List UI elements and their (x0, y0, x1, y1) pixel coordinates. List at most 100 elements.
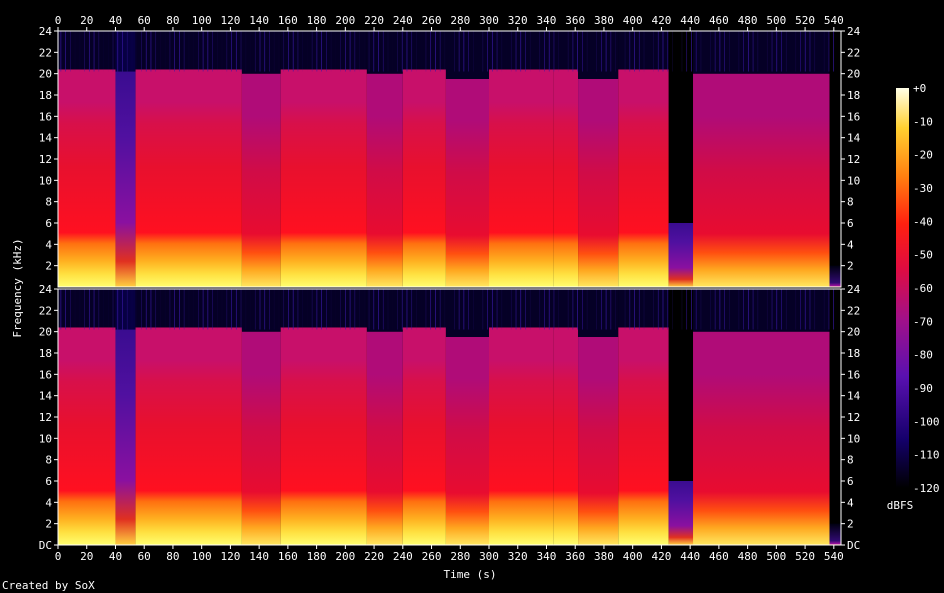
y-tick-label-left: 20 (39, 68, 52, 81)
y-tick-label-left: 20 (39, 326, 52, 339)
x-tick-label-top: 440 (680, 14, 700, 27)
segment-6-noise (366, 31, 403, 74)
segment-2-noise (115, 31, 136, 72)
x-tick-label-top: 120 (220, 14, 240, 27)
x-tick-label-bottom: 440 (680, 550, 700, 563)
colorbar-tick-label: -20 (913, 149, 933, 162)
channel-1-spectrogram (57, 30, 842, 288)
segment-3-noise (135, 289, 242, 328)
segment-10-noise (553, 289, 579, 328)
y-tick-label-left: 6 (45, 475, 52, 488)
segment-4-noise (241, 289, 281, 332)
x-tick-label-top: 540 (824, 14, 844, 27)
y-tick-label-right: 6 (847, 475, 854, 488)
x-tick-label-top: 160 (278, 14, 298, 27)
y-tick-label-right: 24 (847, 25, 861, 38)
colorbar-ticks: +0 -10 -20 -30 -40 -50 -60 -70 -80 -90 -100 -110 -12… (913, 82, 940, 495)
channel-2-spectrogram (57, 288, 842, 546)
segment-6 (366, 331, 403, 545)
x-tick-label-top: 460 (709, 14, 729, 27)
x-tick-label-bottom: 260 (422, 550, 442, 563)
x-tick-label-top: 340 (537, 14, 557, 27)
segment-13 (668, 223, 694, 287)
y-tick-label-left: 18 (39, 89, 52, 102)
y-tick-label-right: 4 (847, 238, 854, 251)
y-tick-label-left: 8 (45, 196, 52, 209)
segment-5 (280, 69, 367, 288)
segment-11-noise (578, 289, 619, 337)
colorbar-gradient (896, 88, 909, 488)
x-tick-label-bottom: 100 (192, 550, 212, 563)
y-tick-label-left: 2 (45, 518, 52, 531)
x-axis-label: Time (s) (444, 568, 497, 581)
x-tick-label-bottom: 20 (80, 550, 93, 563)
x-tick-label-bottom: 200 (335, 550, 355, 563)
y-tick-label-left: 4 (45, 496, 52, 509)
segment-1 (58, 69, 116, 288)
x-tick-label-bottom: 320 (508, 550, 528, 563)
segment-10 (553, 327, 579, 545)
y-tick-label-left: 18 (39, 347, 52, 360)
x-tick-label-bottom: 500 (766, 550, 786, 563)
x-tick-label-bottom: 140 (249, 550, 269, 563)
y-tick-label-right: 24 (847, 283, 861, 296)
colorbar-tick-label: -60 (913, 282, 933, 295)
x-tick-label-top: 300 (479, 14, 499, 27)
x-tick-label-bottom: 280 (450, 550, 470, 563)
y-tick-label-right: 18 (847, 347, 860, 360)
y-tick-label-right: 2 (847, 518, 854, 531)
segment-3 (135, 69, 242, 288)
segment-10-noise (553, 31, 579, 70)
y-tick-label-left: 12 (39, 153, 52, 166)
y-tick-label-left: 2 (45, 260, 52, 273)
x-tick-label-top: 240 (393, 14, 413, 27)
y-tick-label-left: 10 (39, 432, 52, 445)
segment-5 (280, 327, 367, 545)
colorbar-tick-label: -10 (913, 115, 933, 128)
y-tick-label-right: 8 (847, 196, 854, 209)
x-tick-label-top: 200 (335, 14, 355, 27)
y-tick-label-right: 4 (847, 496, 854, 509)
segment-6-noise (366, 289, 403, 332)
x-tick-label-bottom: 0 (55, 550, 62, 563)
segment-15 (829, 265, 841, 287)
segment-8-noise (445, 289, 490, 337)
x-tick-label-bottom: 420 (651, 550, 671, 563)
y-tick-label-right: 6 (847, 217, 854, 230)
x-tick-label-top: 0 (55, 14, 62, 27)
segment-9-noise (489, 31, 554, 70)
y-tick-label-left: 4 (45, 238, 52, 251)
colorbar-tick-label: -120 (913, 482, 940, 495)
y-tick-label-right: 16 (847, 368, 860, 381)
y-tick-label-right: DC (847, 539, 860, 552)
y-tick-label-left: 8 (45, 454, 52, 467)
segment-8-noise (445, 31, 490, 79)
x-tick-label-bottom: 220 (364, 550, 384, 563)
segment-8 (445, 337, 490, 545)
colorbar: +0 -10 -20 -30 -40 -50 -60 -70 -80 -90 -100 -110 -12… (887, 82, 940, 512)
segment-6 (366, 73, 403, 288)
y-tick-label-right: 8 (847, 454, 854, 467)
x-tick-label-bottom: 60 (138, 550, 151, 563)
segment-14 (693, 73, 830, 288)
y-tick-label-right: 22 (847, 46, 860, 59)
segment-9 (489, 69, 554, 288)
segment-4 (241, 73, 281, 288)
segment-10 (553, 69, 579, 288)
x-tick-label-bottom: 340 (537, 550, 557, 563)
colorbar-unit-label: dBFS (887, 499, 914, 512)
segment-5-noise (280, 289, 367, 328)
x-tick-label-bottom: 460 (709, 550, 729, 563)
x-tick-label-bottom: 300 (479, 550, 499, 563)
segment-7 (402, 327, 446, 545)
colorbar-tick-label: -80 (913, 349, 933, 362)
x-tick-label-bottom: 120 (220, 550, 240, 563)
x-tick-label-bottom: 360 (565, 550, 585, 563)
segment-5-noise (280, 31, 367, 70)
x-tick-label-top: 80 (166, 14, 179, 27)
y-tick-label-right: 2 (847, 260, 854, 273)
segment-3-noise (135, 31, 242, 70)
x-tick-label-top: 360 (565, 14, 585, 27)
y-tick-label-right: 10 (847, 432, 860, 445)
